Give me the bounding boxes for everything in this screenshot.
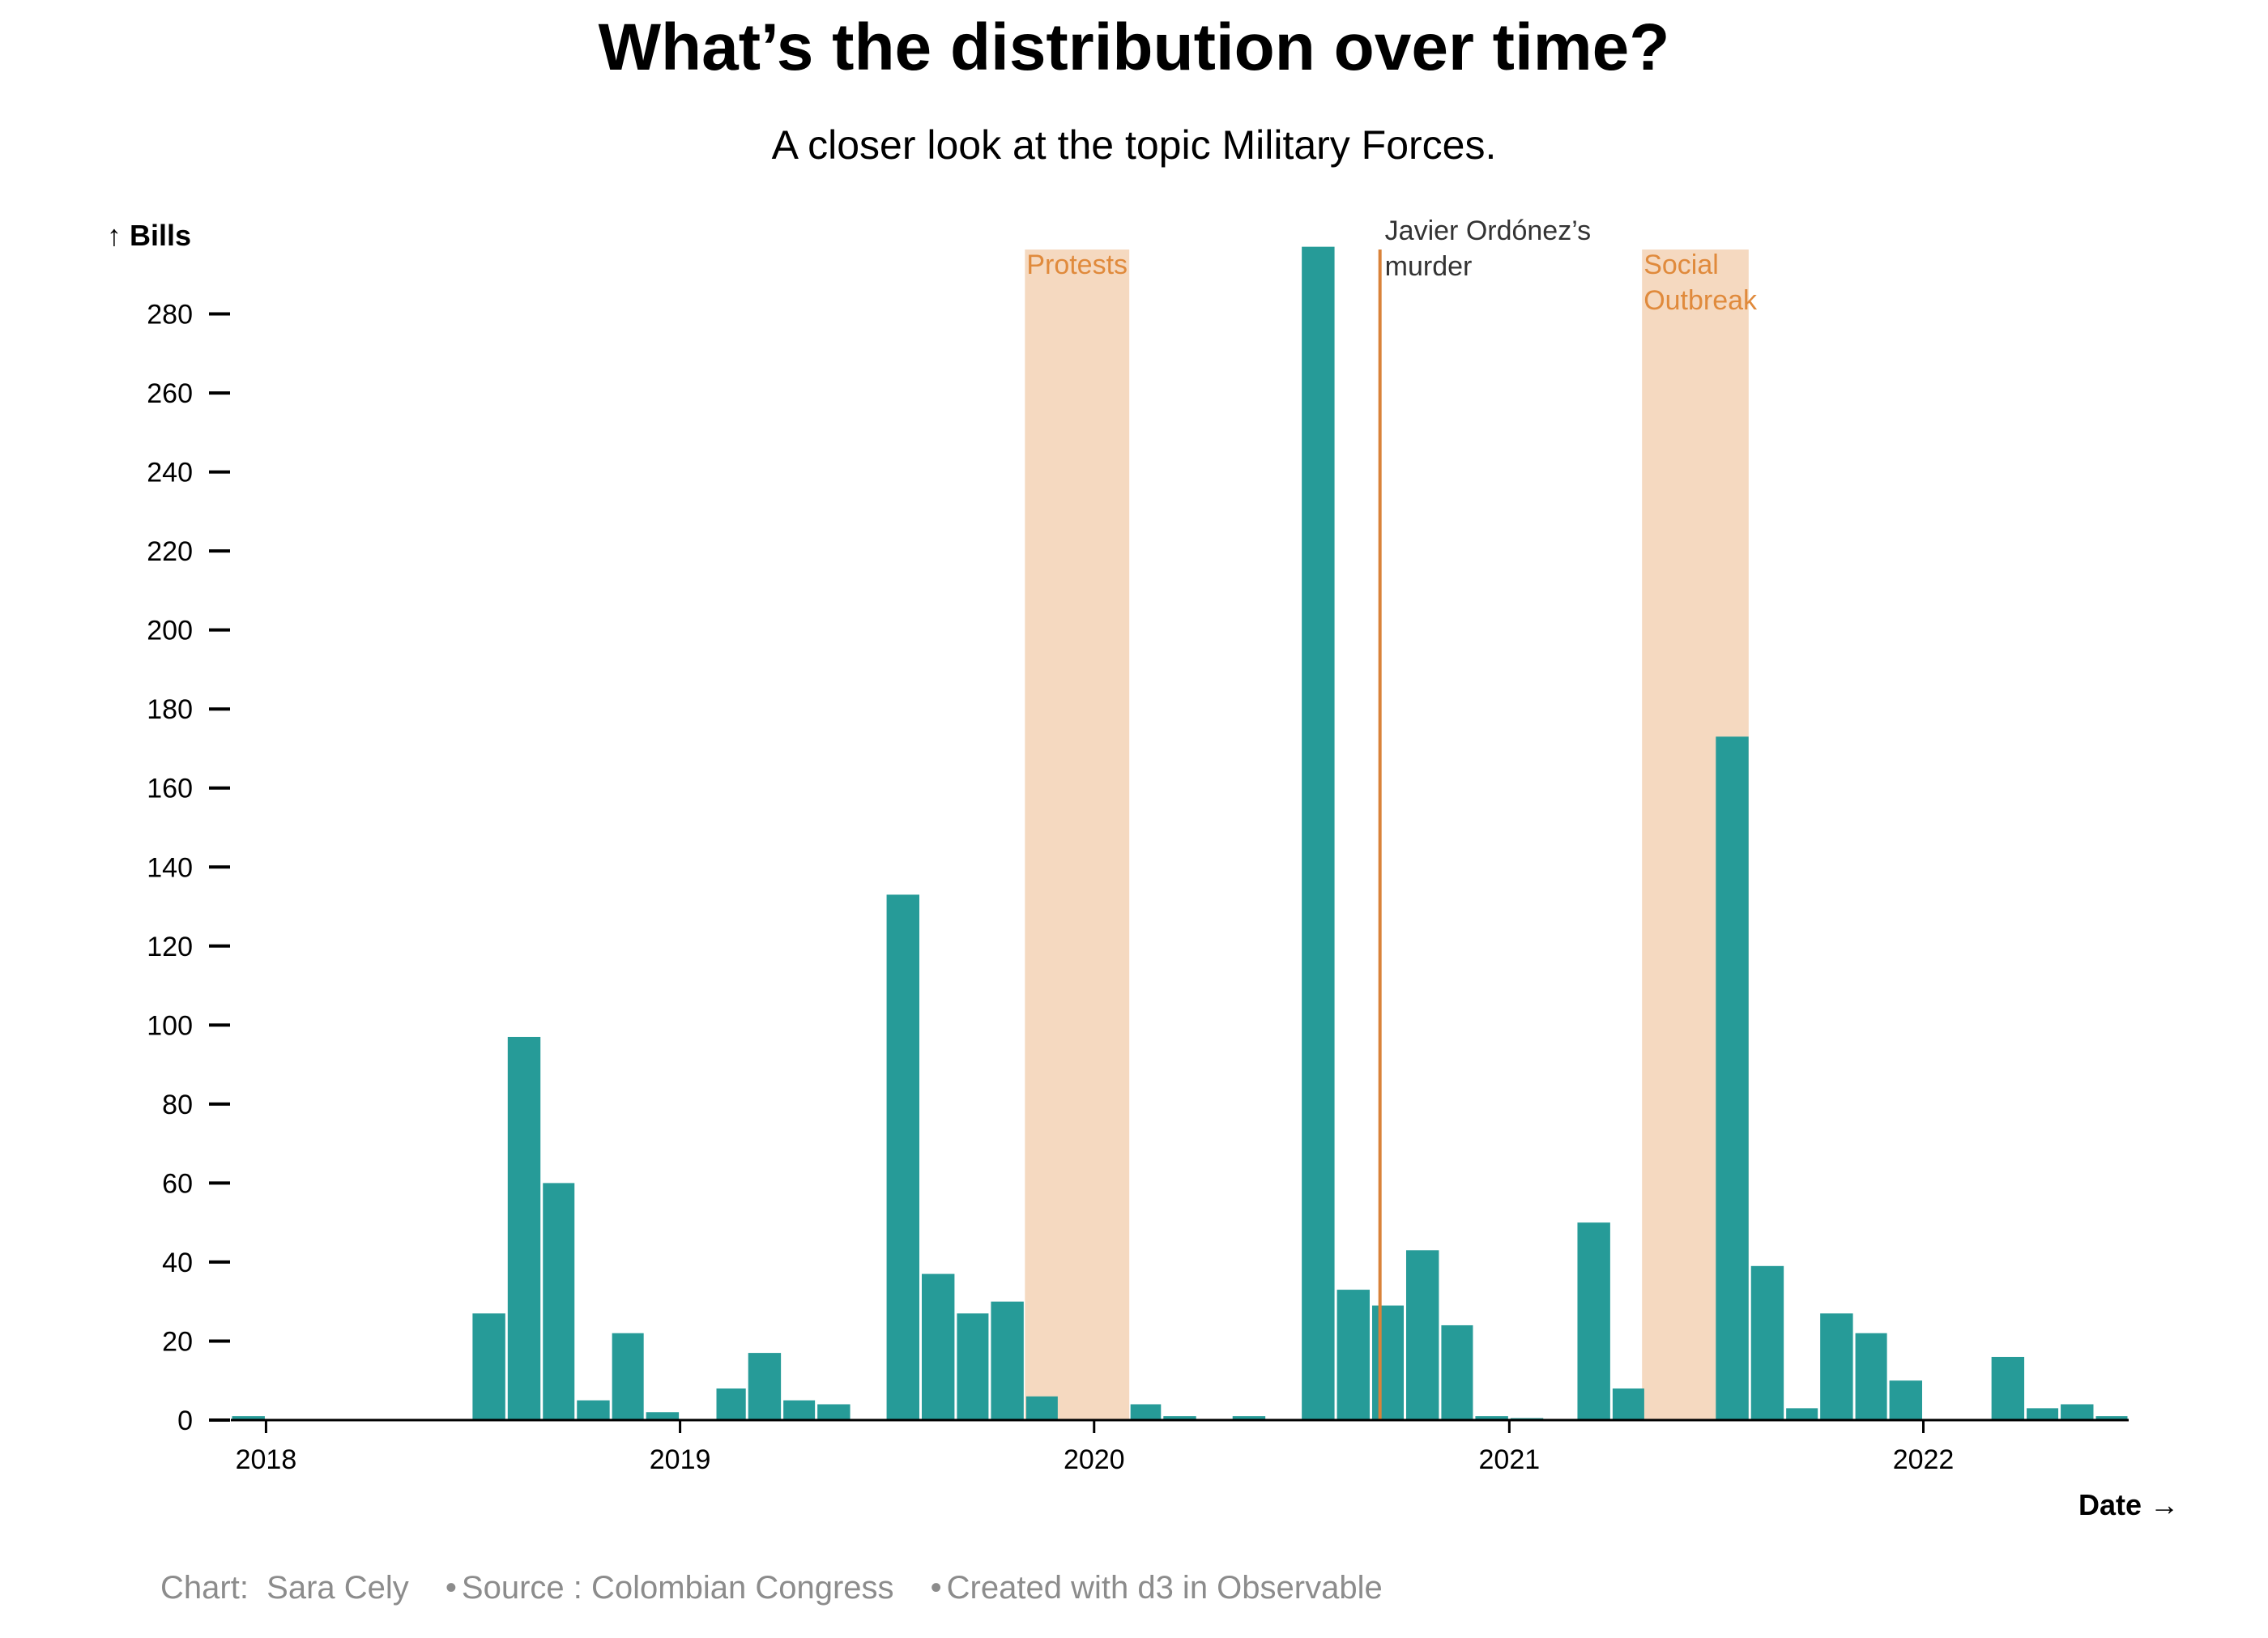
- y-tick-label: 80: [162, 1090, 193, 1120]
- bar: [1405, 1250, 1439, 1420]
- y-tick-label: 20: [162, 1326, 193, 1357]
- bar: [1302, 246, 1335, 1420]
- annotation-label-line: Social: [1643, 250, 1719, 280]
- bar: [1991, 1356, 2025, 1420]
- y-tick-label: 180: [147, 694, 193, 725]
- y-axis-label: ↑ Bills: [107, 219, 191, 252]
- annotation-label: Protests: [1026, 250, 1128, 280]
- bar: [507, 1036, 541, 1420]
- y-tick-label: 200: [147, 616, 193, 646]
- bar: [1163, 1416, 1196, 1420]
- bar: [646, 1412, 680, 1420]
- x-tick-label: 2022: [1893, 1444, 1955, 1475]
- chart-subtitle: A closer look at the topic Military Forc…: [771, 122, 1497, 168]
- y-tick-label: 100: [147, 1010, 193, 1041]
- bar: [1025, 1396, 1058, 1420]
- footer-separator: •: [930, 1570, 942, 1606]
- bar: [748, 1353, 782, 1420]
- bar: [232, 1416, 265, 1420]
- bar-chart: Protests Javier Ordónez’s murder Social Outb…: [107, 215, 2179, 1521]
- y-tick-label: 120: [147, 932, 193, 962]
- bar: [1336, 1290, 1370, 1420]
- footer-separator: •: [445, 1570, 457, 1606]
- x-axis-label: Date →: [2078, 1488, 2179, 1521]
- bar: [716, 1388, 746, 1420]
- y-tick-label: 280: [147, 300, 193, 331]
- x-tick-label: 2020: [1064, 1444, 1125, 1475]
- bar: [1475, 1416, 1508, 1420]
- bar: [577, 1400, 610, 1420]
- bar: [1716, 736, 1749, 1420]
- bar: [1612, 1388, 1644, 1420]
- bar: [2027, 1408, 2059, 1420]
- bar: [991, 1301, 1024, 1420]
- bar: [957, 1313, 989, 1420]
- annotation-band: [1025, 250, 1130, 1420]
- bar: [886, 894, 919, 1420]
- y-tick-label: 40: [162, 1248, 193, 1278]
- chart-credit: Chart: Sara Cely: [160, 1570, 409, 1606]
- annotation-label: Social Outbreak: [1643, 250, 1758, 316]
- bar: [2061, 1404, 2094, 1420]
- chart-footer: Chart: Sara Cely • Source : Colombian Con…: [160, 1570, 1388, 1606]
- x-tick-label: 2019: [650, 1444, 711, 1475]
- y-tick-label: 160: [147, 774, 193, 804]
- bar: [1371, 1305, 1404, 1420]
- y-tick-label: 140: [147, 852, 193, 883]
- bar: [1750, 1265, 1784, 1420]
- bar: [1889, 1380, 1923, 1420]
- x-tick-label: 2018: [236, 1444, 297, 1475]
- annotation-label: Javier Ordónez’s murder: [1385, 215, 1592, 282]
- annotation-label-line: Javier Ordónez’s: [1385, 215, 1592, 246]
- y-tick-label: 0: [177, 1406, 193, 1436]
- bar: [1820, 1313, 1853, 1420]
- bar: [1577, 1222, 1610, 1420]
- bar: [1130, 1404, 1162, 1420]
- y-tick-label: 260: [147, 378, 193, 409]
- bar: [543, 1183, 575, 1420]
- bar: [1441, 1324, 1473, 1420]
- annotation-label-line: Outbreak: [1643, 285, 1758, 316]
- annotation-label-line: Protests: [1026, 250, 1128, 280]
- bar: [1232, 1416, 1266, 1420]
- bar: [817, 1404, 850, 1420]
- bar: [1855, 1333, 1887, 1420]
- x-tick-label: 2021: [1479, 1444, 1541, 1475]
- y-tick-label: 240: [147, 458, 193, 488]
- tool-credit: Created with d3 in Observable: [946, 1570, 1383, 1606]
- source-credit: Source : Colombian Congress: [461, 1570, 894, 1606]
- bar: [783, 1400, 816, 1420]
- chart-title: What’s the distribution over time?: [598, 11, 1670, 84]
- bar: [1786, 1408, 1818, 1420]
- y-tick-label: 220: [147, 536, 193, 567]
- annotation-label-line: murder: [1385, 251, 1473, 282]
- bar: [472, 1313, 505, 1420]
- bar: [612, 1333, 644, 1420]
- y-tick-label: 60: [162, 1168, 193, 1199]
- bar: [921, 1273, 955, 1420]
- bar: [2095, 1416, 2128, 1420]
